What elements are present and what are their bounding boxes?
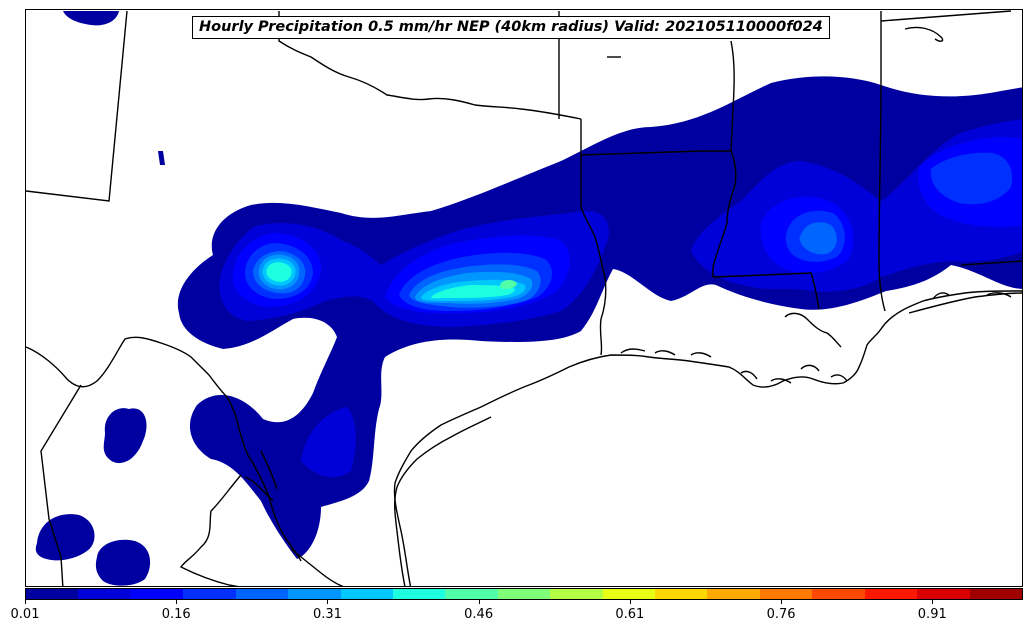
colorbar-tick-label: 0.01 xyxy=(10,607,40,622)
prob-contour-level-4 xyxy=(245,152,1013,311)
colorbar-tick-label: 0.76 xyxy=(766,607,796,622)
colorbar-segment xyxy=(550,589,603,599)
map-boundaries xyxy=(26,10,1022,586)
colorbar-tick xyxy=(327,600,329,604)
arkansas-texas-border xyxy=(580,119,607,356)
prob-contour-level-1-west-blob-c xyxy=(95,539,151,586)
colorbar-segment xyxy=(235,589,289,599)
precip-probability-field xyxy=(35,11,1022,586)
colorbar-tick xyxy=(932,600,934,604)
prob-contour-level-1-west-blob-a xyxy=(103,408,147,464)
mississippi-river-border xyxy=(712,150,737,277)
map-panel: Hourly Precipitation 0.5 mm/hr NEP (40km… xyxy=(25,9,1023,587)
mexico-coast xyxy=(290,548,344,586)
prob-contour-level-1-top-sliver xyxy=(63,11,119,26)
alabama-georgia-border xyxy=(960,260,1022,266)
new-mexico-border xyxy=(26,10,128,202)
florida-bay xyxy=(986,292,1012,298)
oklahoma-texas-border xyxy=(278,11,582,120)
colorbar-segment xyxy=(917,589,970,599)
mexico-state-border-2 xyxy=(244,450,278,502)
texas-barrier-islands xyxy=(394,416,492,586)
colorbar-segment xyxy=(340,589,393,599)
colorbar-segment xyxy=(655,589,708,599)
colorbar-segment xyxy=(497,589,551,599)
map-title: Hourly Precipitation 0.5 mm/hr NEP (40km… xyxy=(192,16,830,39)
prob-contour-level-9 xyxy=(500,280,517,289)
colorbar-tick-label: 0.61 xyxy=(615,607,645,622)
prob-contour-level-8 xyxy=(266,262,515,299)
northeast-border xyxy=(880,10,1012,22)
prob-contour-level-1-dot xyxy=(158,151,165,165)
colorbar-segment xyxy=(812,589,865,599)
colorbar-tick-label: 0.91 xyxy=(917,607,947,622)
colorbar-segment xyxy=(602,589,656,599)
colorbar-segment xyxy=(130,589,184,599)
probability-colorbar xyxy=(25,588,1023,600)
colorbar-tick-label: 0.46 xyxy=(464,607,494,622)
colorbar-segment xyxy=(78,589,131,599)
florida-panhandle-coast xyxy=(908,292,1022,314)
mexico-internal-border xyxy=(40,384,82,586)
colorbar-tick xyxy=(629,600,631,604)
colorbar-segment xyxy=(969,589,1023,599)
colorbar-tick xyxy=(176,600,178,604)
colorbar-tick-label: 0.31 xyxy=(312,607,342,622)
colorbar-tick xyxy=(781,600,783,604)
prob-contour-level-1 xyxy=(177,76,1022,559)
colorbar-segment xyxy=(392,589,446,599)
louisiana-mississippi-south-border xyxy=(712,272,820,310)
colorbar-segment xyxy=(183,589,236,599)
colorbar-segment xyxy=(707,589,760,599)
lake-outline-ne xyxy=(904,26,944,42)
colorbar-tick xyxy=(478,600,480,604)
mississippi-alabama-border xyxy=(878,11,886,312)
colorbar-segment xyxy=(26,589,79,599)
louisiana-coast-detail xyxy=(620,348,848,384)
colorbar-segment xyxy=(759,589,813,599)
colorbar-tick-label: 0.16 xyxy=(161,607,191,622)
colorbar-tick xyxy=(25,600,26,604)
mississippi-delta xyxy=(784,312,842,348)
precipitation-map xyxy=(26,10,1022,586)
gulf-coastline xyxy=(393,290,1022,586)
colorbar-segment xyxy=(288,589,341,599)
colorbar-segment xyxy=(445,589,498,599)
colorbar-tick-labels: 0.01 0.16 0.31 0.46 0.61 0.76 0.91 xyxy=(11,600,1023,630)
prob-contour-level-1-west-blob-b xyxy=(35,514,95,561)
alabama-bay xyxy=(932,292,950,300)
mexico-state-border xyxy=(179,474,242,586)
arkansas-louisiana-border xyxy=(580,150,731,156)
colorbar-segment xyxy=(864,589,918,599)
